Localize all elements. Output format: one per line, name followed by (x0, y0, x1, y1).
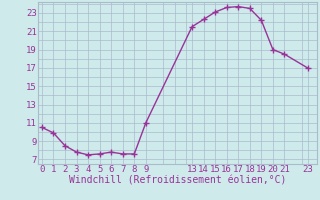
X-axis label: Windchill (Refroidissement éolien,°C): Windchill (Refroidissement éolien,°C) (69, 176, 286, 186)
